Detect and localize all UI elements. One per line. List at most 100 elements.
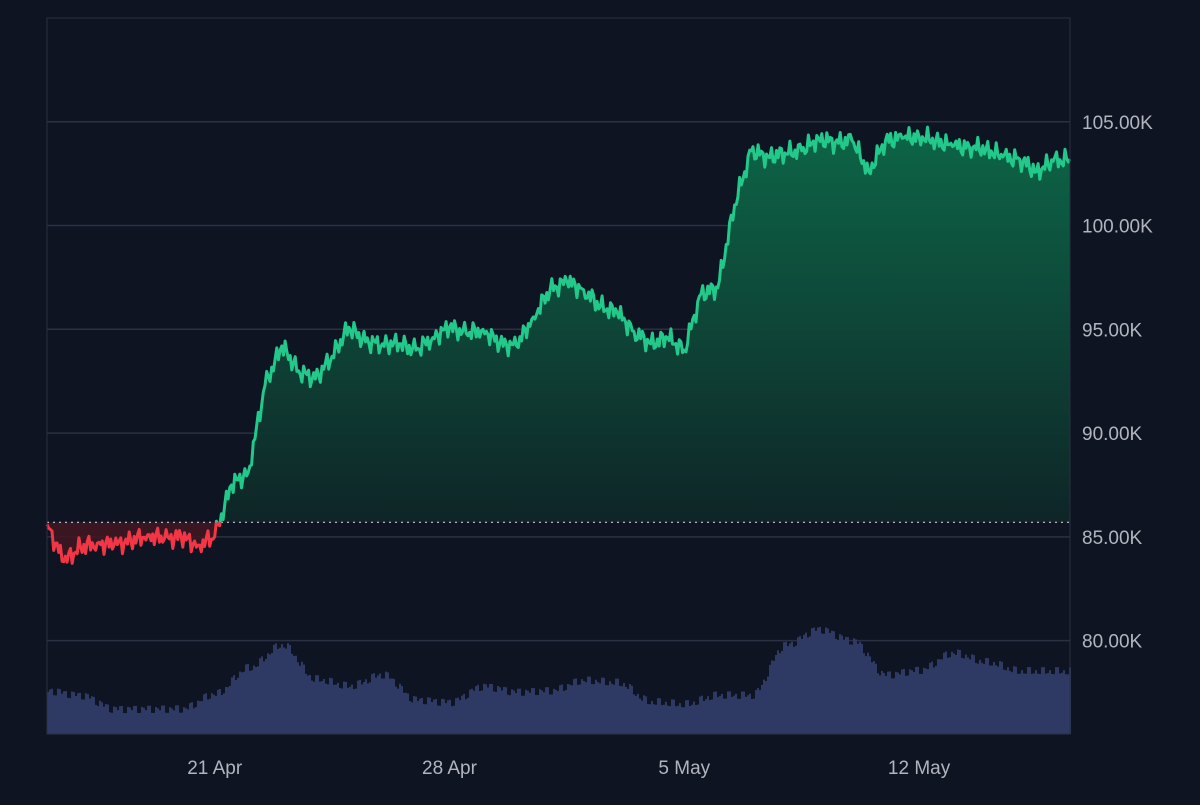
volume-bar — [503, 686, 505, 734]
volume-bar — [947, 657, 949, 734]
volume-bar — [873, 661, 875, 734]
volume-bar — [1053, 674, 1055, 734]
volume-bar — [277, 648, 279, 734]
volume-bar — [651, 700, 653, 734]
volume-bar — [627, 688, 629, 734]
volume-bar — [67, 697, 69, 734]
volume-bar — [735, 693, 737, 734]
volume-bar — [111, 712, 113, 734]
volume-bar — [1051, 673, 1053, 734]
volume-bar — [983, 663, 985, 734]
volume-bar — [321, 681, 323, 734]
volume-bar — [413, 696, 415, 734]
volume-bar — [1023, 673, 1025, 734]
volume-bar — [423, 704, 425, 734]
volume-bar — [119, 706, 121, 734]
volume-bar — [567, 683, 569, 734]
y-tick-label: 95.00K — [1082, 320, 1143, 341]
volume-bar — [607, 685, 609, 734]
volume-bar — [1017, 673, 1019, 734]
volume-bar — [717, 697, 719, 734]
volume-bar — [963, 658, 965, 734]
volume-bar — [1049, 670, 1051, 734]
volume-bar — [175, 705, 177, 734]
volume-bar — [863, 653, 865, 734]
x-tick-label: 12 May — [888, 758, 951, 779]
volume-bar — [733, 695, 735, 734]
volume-bar — [473, 690, 475, 734]
volume-bar — [677, 705, 679, 734]
volume-bar — [355, 688, 357, 734]
volume-bar — [299, 665, 301, 734]
volume-bar — [489, 683, 491, 734]
volume-bar — [307, 675, 309, 734]
volume-bar — [953, 653, 955, 734]
volume-bar — [693, 701, 695, 734]
volume-bar — [493, 691, 495, 734]
volume-bar — [931, 661, 933, 734]
volume-bar — [829, 632, 831, 734]
volume-bar — [1031, 673, 1033, 734]
volume-bar — [197, 700, 199, 734]
x-tick-label: 21 Apr — [187, 758, 243, 779]
y-tick-label: 80.00K — [1082, 632, 1143, 653]
volume-bar — [895, 671, 897, 734]
volume-bar — [987, 658, 989, 734]
volume-bar — [205, 693, 207, 734]
volume-bar — [491, 684, 493, 734]
volume-bar — [485, 684, 487, 734]
volume-bar — [663, 704, 665, 734]
volume-bar — [879, 675, 881, 734]
volume-bar — [549, 694, 551, 734]
volume-bar — [453, 705, 455, 734]
volume-bar — [817, 627, 819, 734]
volume-bar — [611, 683, 613, 734]
x-tick-label: 5 May — [658, 758, 710, 779]
volume-bar — [303, 664, 305, 734]
volume-bar — [95, 704, 97, 734]
volume-bar — [801, 638, 803, 734]
volume-bar — [933, 667, 935, 734]
volume-bar — [285, 648, 287, 734]
volume-bar — [437, 705, 439, 734]
volume-bar — [403, 692, 405, 734]
volume-bar — [613, 684, 615, 734]
volume-bar — [617, 678, 619, 734]
volume-bar — [447, 700, 449, 734]
volume-bar — [615, 678, 617, 734]
volume-bar — [669, 706, 671, 734]
volume-bar — [579, 684, 581, 734]
volume-bar — [991, 665, 993, 734]
volume-bar — [737, 698, 739, 734]
volume-bar — [911, 670, 913, 734]
volume-bar — [997, 666, 999, 734]
volume-bar — [577, 684, 579, 734]
volume-bar — [625, 686, 627, 734]
volume-bar — [709, 699, 711, 734]
volume-bar — [799, 636, 801, 734]
volume-bar — [555, 689, 557, 734]
volume-bar — [351, 684, 353, 734]
volume-bar — [141, 706, 143, 734]
volume-bar — [975, 663, 977, 734]
volume-bar — [691, 704, 693, 734]
volume-bar — [345, 681, 347, 734]
volume-bar — [961, 657, 963, 734]
volume-bar — [375, 677, 377, 734]
volume-bar — [47, 691, 49, 734]
volume-bar — [365, 679, 367, 734]
volume-bar — [945, 651, 947, 734]
volume-bar — [935, 665, 937, 734]
volume-bar — [369, 682, 371, 734]
volume-bar — [451, 706, 453, 734]
volume-bar — [1009, 670, 1011, 734]
volume-bar — [845, 636, 847, 734]
volume-bar — [1007, 667, 1009, 734]
volume-bar — [775, 654, 777, 734]
volume-bar — [151, 712, 153, 734]
volume-bar — [393, 678, 395, 734]
volume-bar — [661, 705, 663, 734]
volume-bar — [243, 671, 245, 734]
volume-bar — [765, 680, 767, 734]
volume-bar — [81, 699, 83, 734]
